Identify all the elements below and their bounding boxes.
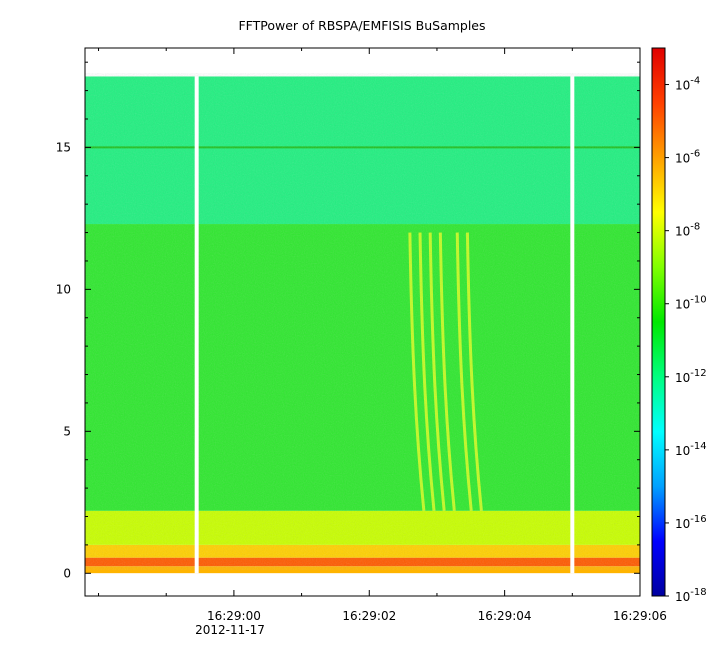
no-data-top <box>85 48 640 77</box>
data-gap <box>570 76 575 574</box>
data-gap <box>194 76 199 574</box>
colorbar-ticks: 10-4 10-6 10-8 10-10 10-12 10-14 10-16 10-18 <box>665 76 707 604</box>
colorbar-tick-label: 10-16 <box>675 514 707 531</box>
data-gaps <box>194 76 575 574</box>
plot-area <box>85 48 640 596</box>
colorbar-tick-label: 10-6 <box>675 149 700 166</box>
x-axis: 16:29:00 16:29:02 16:29:04 16:29:06 <box>98 48 667 623</box>
colorbar-tick-label: 10-10 <box>675 295 707 312</box>
y-axis: 0 5 10 15 <box>56 61 640 580</box>
colorbar: 10-4 10-6 10-8 10-10 10-12 10-14 10-16 10-18 <box>651 47 707 604</box>
colorbar-gradient <box>652 48 665 596</box>
chart-title: FFTPower of RBSPA/EMFISIS BuSamples <box>238 18 485 33</box>
noise-overlay <box>85 73 640 570</box>
plot-frame <box>84 47 641 597</box>
colorbar-tick-label: 10-12 <box>675 368 707 385</box>
x-tick-label: 16:29:00 <box>207 609 261 623</box>
y-tick-label: 5 <box>63 424 71 438</box>
y-tick-label: 15 <box>56 140 71 154</box>
colorbar-tick-label: 10-8 <box>675 222 700 239</box>
y-tick-label: 0 <box>63 566 71 580</box>
colorbar-tick-label: 10-4 <box>675 76 700 93</box>
colorbar-tick-label: 10-18 <box>675 587 707 604</box>
no-data-bottom <box>85 573 640 596</box>
colorbar-tick-label: 10-14 <box>675 441 707 458</box>
x-tick-label: 16:29:06 <box>613 609 667 623</box>
x-tick-label: 16:29:04 <box>478 609 532 623</box>
x-tick-label: 16:29:02 <box>342 609 396 623</box>
colorbar-frame <box>651 47 666 597</box>
x-axis-date-label: 2012-11-17 <box>195 623 265 637</box>
y-tick-label: 10 <box>56 282 71 296</box>
